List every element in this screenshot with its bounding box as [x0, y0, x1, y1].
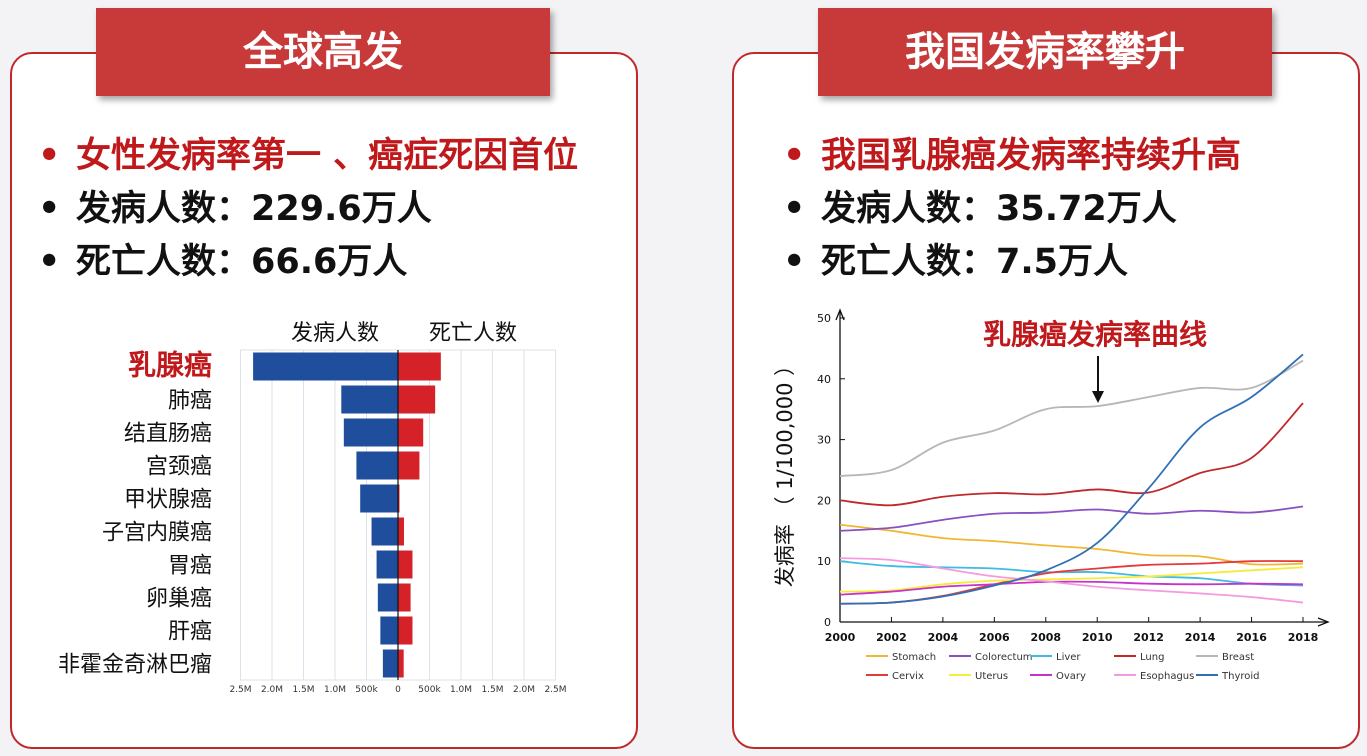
- bar-deaths: [398, 418, 424, 447]
- china-bullets: • 我国乳腺癌发病率持续升高 • 发病人数：35.72万人 • 死亡人数：7.5万人: [775, 130, 1241, 289]
- china-incidence-line-chart: 0 10 20 30 40 50 2000 2002 2004 2006 2008 2010 2012 2…: [773, 308, 1330, 682]
- global-bullets: • 女性发病率第一 、癌症死因首位 • 发病人数：229.6万人 • 死亡人数：66.…: [30, 130, 578, 289]
- x-tick-label: 2.0M: [261, 685, 283, 695]
- china-banner: 我国发病率攀升: [818, 8, 1272, 96]
- x-tick-label: 2010: [1082, 631, 1113, 644]
- bar-deaths: [398, 649, 404, 678]
- global-bullet-3: • 死亡人数：66.6万人: [38, 242, 408, 282]
- category-label: 乳腺癌: [128, 349, 212, 382]
- category-label: 结直肠癌: [124, 422, 212, 447]
- bar-deaths: [398, 550, 413, 579]
- category-label: 非霍金奇淋巴瘤: [58, 653, 212, 678]
- y-tick-label: 20: [817, 494, 831, 507]
- legend-label: Esophagus: [1140, 671, 1194, 682]
- bar-incidence: [341, 385, 398, 414]
- category-label: 肝癌: [168, 620, 212, 645]
- bar-incidence: [253, 352, 398, 381]
- legend-label: Lung: [1140, 652, 1164, 663]
- x-tick-label: 2016: [1236, 631, 1267, 644]
- bar-incidence: [382, 649, 398, 678]
- x-tick-label: 2014: [1185, 631, 1216, 644]
- category-label: 卵巢癌: [146, 587, 212, 612]
- y-tick-label: 10: [817, 555, 831, 568]
- x-tick-label: 2.5M: [544, 685, 566, 695]
- x-tick-label: 2002: [876, 631, 907, 644]
- series-line-breast: [839, 359, 1304, 477]
- bar-incidence: [380, 616, 398, 645]
- bar-deaths: [398, 484, 400, 513]
- y-axis-arrow: [835, 308, 845, 321]
- x-tick-label: 2.0M: [513, 685, 535, 695]
- y-axis-label: 发病率 （ 1/100,000 ）: [773, 355, 797, 587]
- category-label: 肺癌: [168, 389, 212, 414]
- category-label: 宫颈癌: [146, 455, 212, 480]
- x-tick-label: 2.5M: [229, 685, 251, 695]
- china-panel: [732, 52, 1360, 749]
- x-tick-label: 500k: [355, 685, 378, 695]
- legend-label: Thyroid: [1221, 671, 1260, 682]
- y-tick-label: 40: [817, 373, 831, 386]
- bar-deaths: [398, 385, 436, 414]
- series-line-stomach: [839, 523, 1304, 566]
- bar-incidence: [376, 550, 398, 579]
- legend-label: Colorectum: [975, 652, 1033, 663]
- bar-deaths: [398, 352, 441, 381]
- series-line-ovary: [839, 580, 1304, 596]
- series-label-incidence: 发病人数: [291, 321, 379, 346]
- x-tick-label: 1.0M: [450, 685, 472, 695]
- legend-label: Breast: [1222, 652, 1254, 663]
- category-label: 甲状腺癌: [124, 488, 212, 513]
- bar-deaths: [398, 451, 420, 480]
- global-panel: [10, 52, 638, 749]
- x-tick-label: 2006: [979, 631, 1010, 644]
- china-bullet-3: • 死亡人数：7.5万人: [783, 242, 1129, 282]
- category-label: 胃癌: [168, 554, 212, 579]
- bar-incidence: [343, 418, 398, 447]
- legend-label: Ovary: [1056, 671, 1086, 682]
- global-banner: 全球高发: [96, 8, 550, 96]
- x-tick-label: 2018: [1288, 631, 1319, 644]
- series-label-deaths: 死亡人数: [429, 321, 517, 346]
- annotation-arrow-head: [1092, 391, 1104, 403]
- china-bullet-1: • 我国乳腺癌发病率持续升高: [783, 136, 1242, 176]
- series-line-uterus: [839, 566, 1304, 593]
- x-tick-label: 2000: [825, 631, 856, 644]
- legend-label: Stomach: [892, 652, 936, 663]
- x-tick-label: 1.5M: [481, 685, 503, 695]
- global-bullet-2: • 发病人数：229.6万人: [38, 189, 432, 229]
- x-tick-label: 1.0M: [324, 685, 346, 695]
- china-bullet-2: • 发病人数：35.72万人: [783, 189, 1177, 229]
- bar-incidence: [377, 583, 398, 612]
- bar-incidence: [356, 451, 398, 480]
- global-bullet-1: • 女性发病率第一 、癌症死因首位: [38, 136, 579, 176]
- x-tick-label: 2004: [928, 631, 959, 644]
- breast-curve-annotation: 乳腺癌发病率曲线: [983, 318, 1207, 351]
- x-tick-label: 1.5M: [292, 685, 314, 695]
- bar-deaths: [398, 517, 404, 546]
- y-tick-label: 0: [824, 616, 831, 629]
- bar-deaths: [398, 583, 411, 612]
- legend-label: Cervix: [892, 671, 924, 682]
- series-line-lung: [839, 402, 1304, 507]
- x-tick-label: 2008: [1030, 631, 1061, 644]
- bar-deaths: [398, 616, 413, 645]
- y-tick-label: 30: [817, 434, 831, 447]
- x-tick-label: 2012: [1133, 631, 1164, 644]
- series-line-esophagus: [839, 557, 1304, 604]
- legend-label: Liver: [1056, 652, 1081, 663]
- legend-label: Uterus: [975, 671, 1008, 682]
- bar-incidence: [371, 517, 398, 546]
- x-axis-arrow: [1317, 617, 1330, 627]
- global-cancer-butterfly-chart: 发病人数 死亡人数乳腺癌肺癌结直肠癌宫颈癌甲状腺癌子宫内膜癌胃癌卵巢癌肝癌非霍金奇…: [58, 321, 567, 695]
- series-line-colorectum: [839, 505, 1304, 532]
- y-tick-label: 50: [817, 312, 831, 325]
- series-line-thyroid: [839, 353, 1304, 605]
- x-tick-label: 500k: [418, 685, 441, 695]
- x-tick-label: 0: [395, 685, 401, 695]
- bar-incidence: [360, 484, 398, 513]
- category-label: 子宫内膜癌: [102, 521, 212, 546]
- series-line-liver: [839, 560, 1304, 587]
